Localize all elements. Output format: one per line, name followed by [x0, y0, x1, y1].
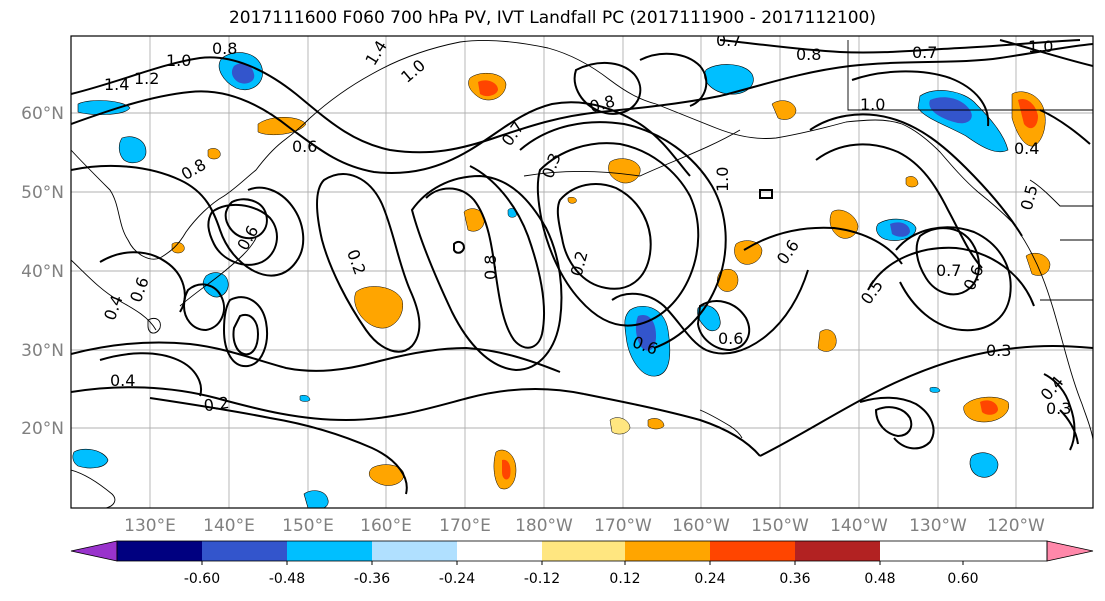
colorbar-tick-label: 0.60 — [947, 571, 978, 587]
lon-label: 170°E — [439, 516, 491, 536]
colorbar-tick-label: 0.12 — [609, 571, 640, 587]
contour-label: 0.6 — [292, 137, 317, 156]
contour-label: 1.2 — [134, 69, 159, 88]
colorbar-tick-label: -0.24 — [439, 571, 475, 587]
ivt-shading — [72, 52, 1051, 508]
colorbar-right-extension — [1046, 540, 1094, 562]
colorbar-tick-label: -0.60 — [184, 571, 220, 587]
colorbar-segment — [117, 541, 202, 561]
lon-label: 180°W — [515, 516, 573, 536]
contour-label: 0.7 — [936, 261, 961, 280]
contour-label: 0.8 — [481, 255, 500, 280]
colorbar: -0.60 -0.48 -0.36 -0.24 -0.12 0.12 0.24 … — [70, 540, 1094, 587]
contour-label: 1.0 — [713, 167, 732, 192]
contour-label: 1.0 — [166, 51, 191, 70]
contour-label: 0.4 — [110, 371, 135, 390]
lon-label: 140°W — [830, 516, 888, 536]
map-plot-area: 1.0 0.8 1.4 1.2 1.4 1.0 0.6 0.8 0.7 0.8 … — [71, 31, 1093, 508]
colorbar-segment — [372, 541, 457, 561]
lat-label: 60°N — [21, 104, 64, 124]
colorbar-segment — [457, 541, 542, 561]
contour-label: 0.6 — [718, 329, 743, 348]
colorbar-left-extension — [70, 540, 118, 562]
colorbar-tick-label: 0.36 — [779, 571, 810, 587]
lon-label: 140°E — [203, 516, 255, 536]
colorbar-segment — [625, 541, 710, 561]
contour-label: 1.0 — [860, 95, 885, 114]
coastlines — [71, 39, 1093, 508]
lon-label: 160°E — [360, 516, 412, 536]
lon-label: 160°W — [672, 516, 730, 536]
lat-label: 30°N — [21, 341, 64, 361]
lon-label: 150°W — [751, 516, 809, 536]
contour-label: 0.4 — [1014, 139, 1039, 158]
colorbar-tick-label: -0.48 — [269, 571, 305, 587]
map-title: 2017111600 F060 700 hPa PV, IVT Landfall… — [228, 8, 876, 28]
contour-label: 0.8 — [212, 39, 237, 58]
map-frame — [70, 35, 1094, 509]
contour-label: 1.4 — [104, 75, 129, 94]
colorbar-tick-label: 0.24 — [694, 571, 725, 587]
contour-label: 0.3 — [1046, 399, 1071, 418]
colorbar-segment — [542, 541, 625, 561]
colorbar-tick-label: -0.12 — [524, 571, 560, 587]
lon-label: 120°W — [987, 516, 1045, 536]
lon-label: 170°W — [594, 516, 652, 536]
lon-label: 130°E — [124, 516, 176, 536]
colorbar-segment — [202, 541, 287, 561]
colorbar-tick-label: -0.36 — [354, 571, 390, 587]
contour-label: 0.8 — [796, 45, 821, 64]
lat-label: 20°N — [21, 419, 64, 439]
contour-label: 1.0 — [1028, 37, 1053, 56]
lat-label: 50°N — [21, 183, 64, 203]
colorbar-segment — [287, 541, 372, 561]
contour-label: 0.7 — [912, 43, 937, 62]
contour-label: 0.2 — [203, 393, 231, 415]
colorbar-segment — [710, 541, 795, 561]
contour-labels: 1.0 0.8 1.4 1.2 1.4 1.0 0.6 0.8 0.7 0.8 … — [100, 31, 1071, 418]
lon-label: 130°W — [909, 516, 967, 536]
lat-label: 40°N — [21, 262, 64, 282]
contour-label: 0.7 — [716, 31, 741, 50]
pv-contours — [71, 39, 1093, 495]
contour-label: 0.3 — [986, 341, 1011, 360]
longitude-labels: 130°E 140°E 150°E 160°E 170°E 180°W 170°… — [124, 516, 1045, 536]
lon-label: 150°E — [282, 516, 334, 536]
colorbar-segment — [795, 541, 880, 561]
colorbar-tick-label: 0.48 — [864, 571, 895, 587]
latitude-labels: 60°N 50°N 40°N 30°N 20°N — [21, 104, 64, 439]
